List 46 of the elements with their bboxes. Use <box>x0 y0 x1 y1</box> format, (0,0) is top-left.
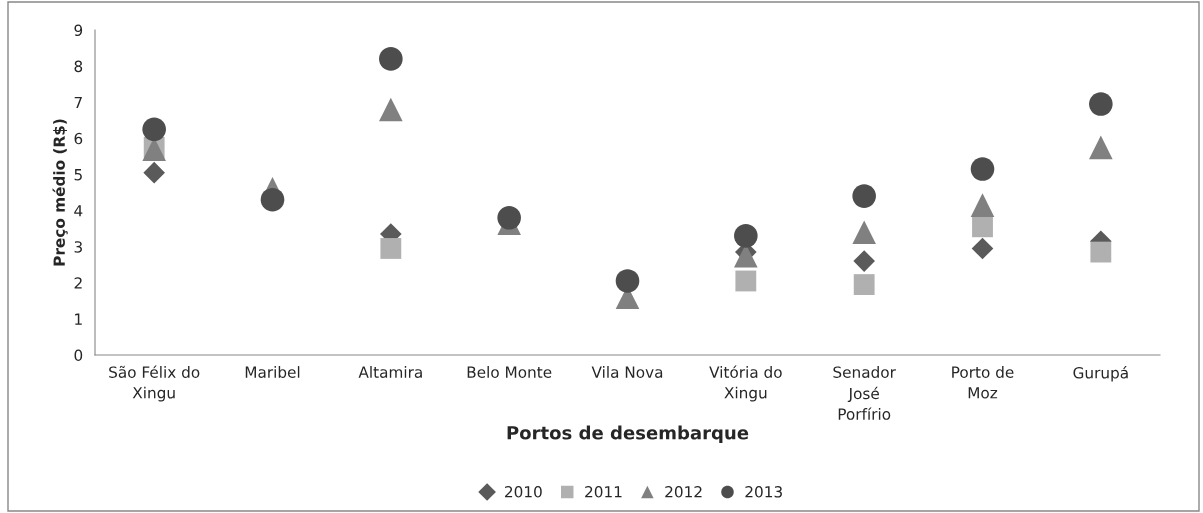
point <box>735 270 757 292</box>
point <box>379 97 403 122</box>
y-tick-label: 9 <box>74 24 83 37</box>
point <box>734 224 758 248</box>
point <box>852 220 876 245</box>
point <box>972 216 993 238</box>
point <box>852 184 876 208</box>
y-axis-title: Preço médio (R$) <box>52 119 68 266</box>
point <box>970 193 995 217</box>
x-tick-label: Maribel <box>245 366 300 378</box>
point <box>379 47 403 71</box>
legend-label: 2013 <box>745 486 782 498</box>
x-tick-label: Gurupá <box>1073 366 1128 382</box>
y-tick-label: 5 <box>74 169 82 181</box>
legend-label: 2012 <box>665 486 702 498</box>
y-tick-label: 6 <box>74 132 83 145</box>
y-tick-label: 8 <box>74 60 83 73</box>
point <box>615 269 640 293</box>
x-tick-label: Belo Monte <box>467 366 552 378</box>
x-tick-label: São Félix do Xingu <box>109 365 200 402</box>
x-tick-label: Senador José Porfírio <box>833 366 896 420</box>
y-tick-label: 0 <box>74 349 83 362</box>
point <box>853 250 875 272</box>
point <box>971 237 994 260</box>
y-tick-label: 7 <box>74 96 82 109</box>
point <box>497 205 521 230</box>
x-tick-label: Vila Nova <box>591 366 663 378</box>
y-tick-label: 1 <box>75 313 82 325</box>
point <box>143 161 165 184</box>
y-tick-label: 4 <box>74 205 83 217</box>
x-tick-label: Porto de Moz <box>952 366 1014 399</box>
point <box>260 187 285 212</box>
legend-label: 2010 <box>505 486 542 498</box>
point <box>970 157 995 181</box>
point <box>380 238 402 259</box>
point <box>1089 92 1113 116</box>
x-tick-label: Vitória do Xingu <box>709 365 782 402</box>
point <box>142 117 166 142</box>
y-tick-label: 2 <box>74 277 82 289</box>
point <box>1090 241 1112 263</box>
point <box>853 274 875 295</box>
legend-label: 2011 <box>585 486 622 498</box>
x-axis-title: Portos de desembarque <box>507 425 749 444</box>
point <box>1089 135 1113 160</box>
x-tick-label: Altamira <box>358 366 422 378</box>
y-tick-label: 3 <box>74 241 82 253</box>
